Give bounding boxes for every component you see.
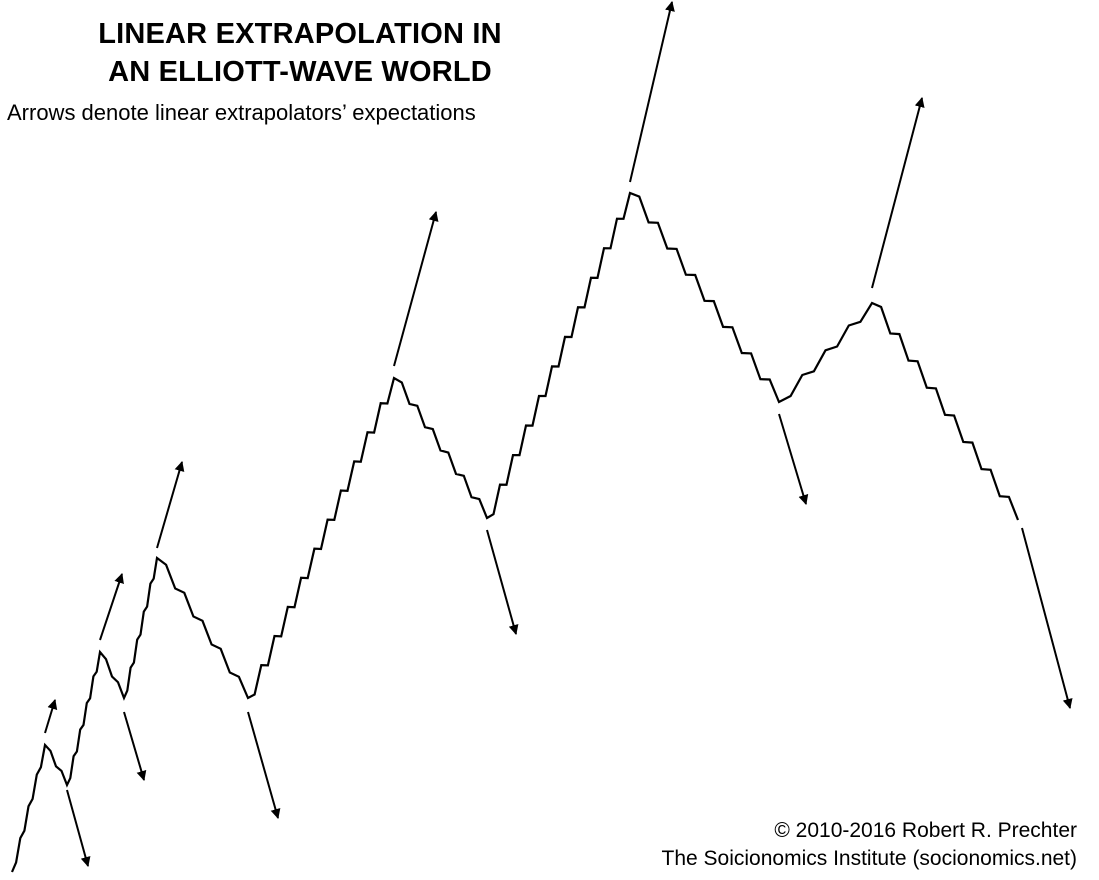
extrapolation-arrow (486, 529, 519, 635)
extrapolation-arrow (871, 97, 925, 289)
extrapolation-arrow (247, 711, 281, 819)
extrapolation-arrow (393, 211, 439, 367)
extrapolation-arrow (123, 711, 147, 781)
copyright-text: © 2010-2016 Robert R. Prechter (774, 819, 1077, 842)
extrapolation-arrow (629, 1, 675, 183)
extrapolation-arrow (44, 699, 58, 734)
extrapolation-arrow (778, 413, 809, 505)
extrapolation-arrow (66, 789, 91, 867)
title-line-1: LINEAR EXTRAPOLATION IN (98, 18, 502, 50)
extrapolation-arrow (99, 573, 124, 641)
price-wave-line (10, 191, 1020, 873)
extrapolation-arrows (44, 1, 1073, 867)
extrapolation-arrow (156, 461, 185, 549)
extrapolation-arrow (1021, 527, 1073, 709)
title-line-2: AN ELLIOTT-WAVE WORLD (108, 56, 492, 88)
subtitle: Arrows denote linear extrapolators’ expe… (7, 100, 476, 125)
institute-text: The Soicionomics Institute (socionomics.… (661, 847, 1078, 870)
